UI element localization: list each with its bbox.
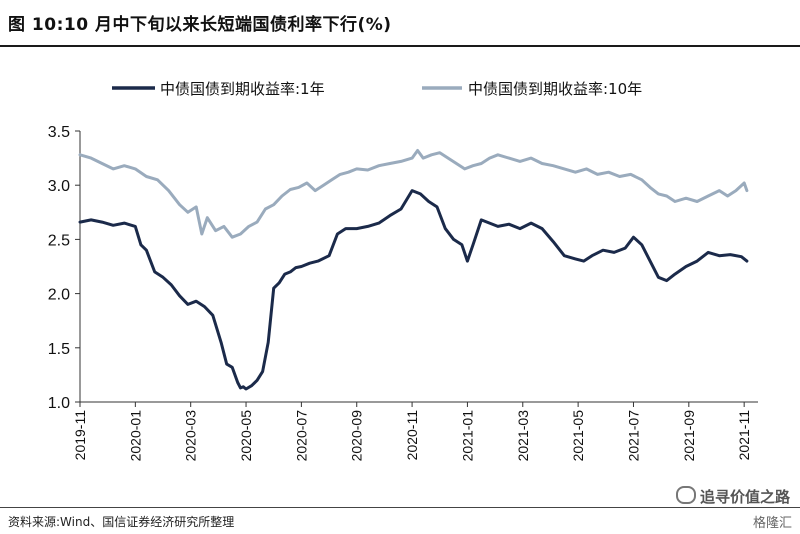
series-line-1y bbox=[78, 189, 749, 391]
title-underline bbox=[0, 45, 800, 47]
x-tick-label: 2021-05 bbox=[570, 410, 586, 462]
x-tick-label: 2020-11 bbox=[404, 410, 420, 461]
y-tick-label: 2.5 bbox=[48, 232, 70, 249]
figure-title: 图 10:10 月中下旬以来长短端国债利率下行(%) bbox=[8, 15, 392, 35]
x-tick-label: 2021-09 bbox=[681, 410, 697, 462]
watermark-text: 追寻价值之路 bbox=[699, 488, 790, 506]
watermark-sub: 格隆汇 bbox=[752, 516, 792, 531]
x-tick-label: 2021-07 bbox=[625, 410, 641, 462]
figure-header: 图 10:10 月中下旬以来长短端国债利率下行(%) bbox=[0, 0, 800, 47]
chart-legend: 中债国债到期收益率:1年 中债国债到期收益率:10年 bbox=[112, 80, 642, 98]
x-tick-label: 2021-03 bbox=[515, 410, 531, 462]
y-tick-label: 3.5 bbox=[48, 124, 70, 141]
watermark: 追寻价值之路 bbox=[675, 486, 790, 507]
source-note: 资料来源:Wind、国信证券经济研究所整理 bbox=[8, 515, 235, 529]
x-tick-label: 2020-09 bbox=[349, 410, 365, 462]
legend-label-1y: 中债国债到期收益率:1年 bbox=[160, 80, 325, 98]
x-tick-label: 2019-11 bbox=[72, 410, 88, 461]
x-tick-label: 2020-05 bbox=[238, 410, 254, 462]
legend-label-10y: 中债国债到期收益率:10年 bbox=[468, 80, 642, 98]
y-tick-label: 1.0 bbox=[48, 395, 70, 412]
x-tick-label: 2020-01 bbox=[127, 410, 143, 462]
x-tick-label: 2020-07 bbox=[293, 410, 309, 462]
y-tick-label: 3.0 bbox=[48, 178, 70, 195]
chart-series bbox=[78, 149, 749, 391]
y-tick-label: 1.5 bbox=[48, 341, 70, 358]
footer-rule bbox=[0, 507, 800, 508]
x-tick-label: 2020-03 bbox=[183, 410, 199, 462]
yield-line-chart: 中债国债到期收益率:1年 中债国债到期收益率:10年 3.5 3.0 2.5 2.0 1… bbox=[48, 80, 758, 461]
x-tick-label: 2021-01 bbox=[459, 410, 475, 462]
series-line-10y bbox=[78, 149, 749, 239]
x-tick-label: 2021-11 bbox=[736, 410, 752, 461]
y-tick-label: 2.0 bbox=[48, 287, 70, 304]
wechat-icon bbox=[675, 486, 696, 504]
